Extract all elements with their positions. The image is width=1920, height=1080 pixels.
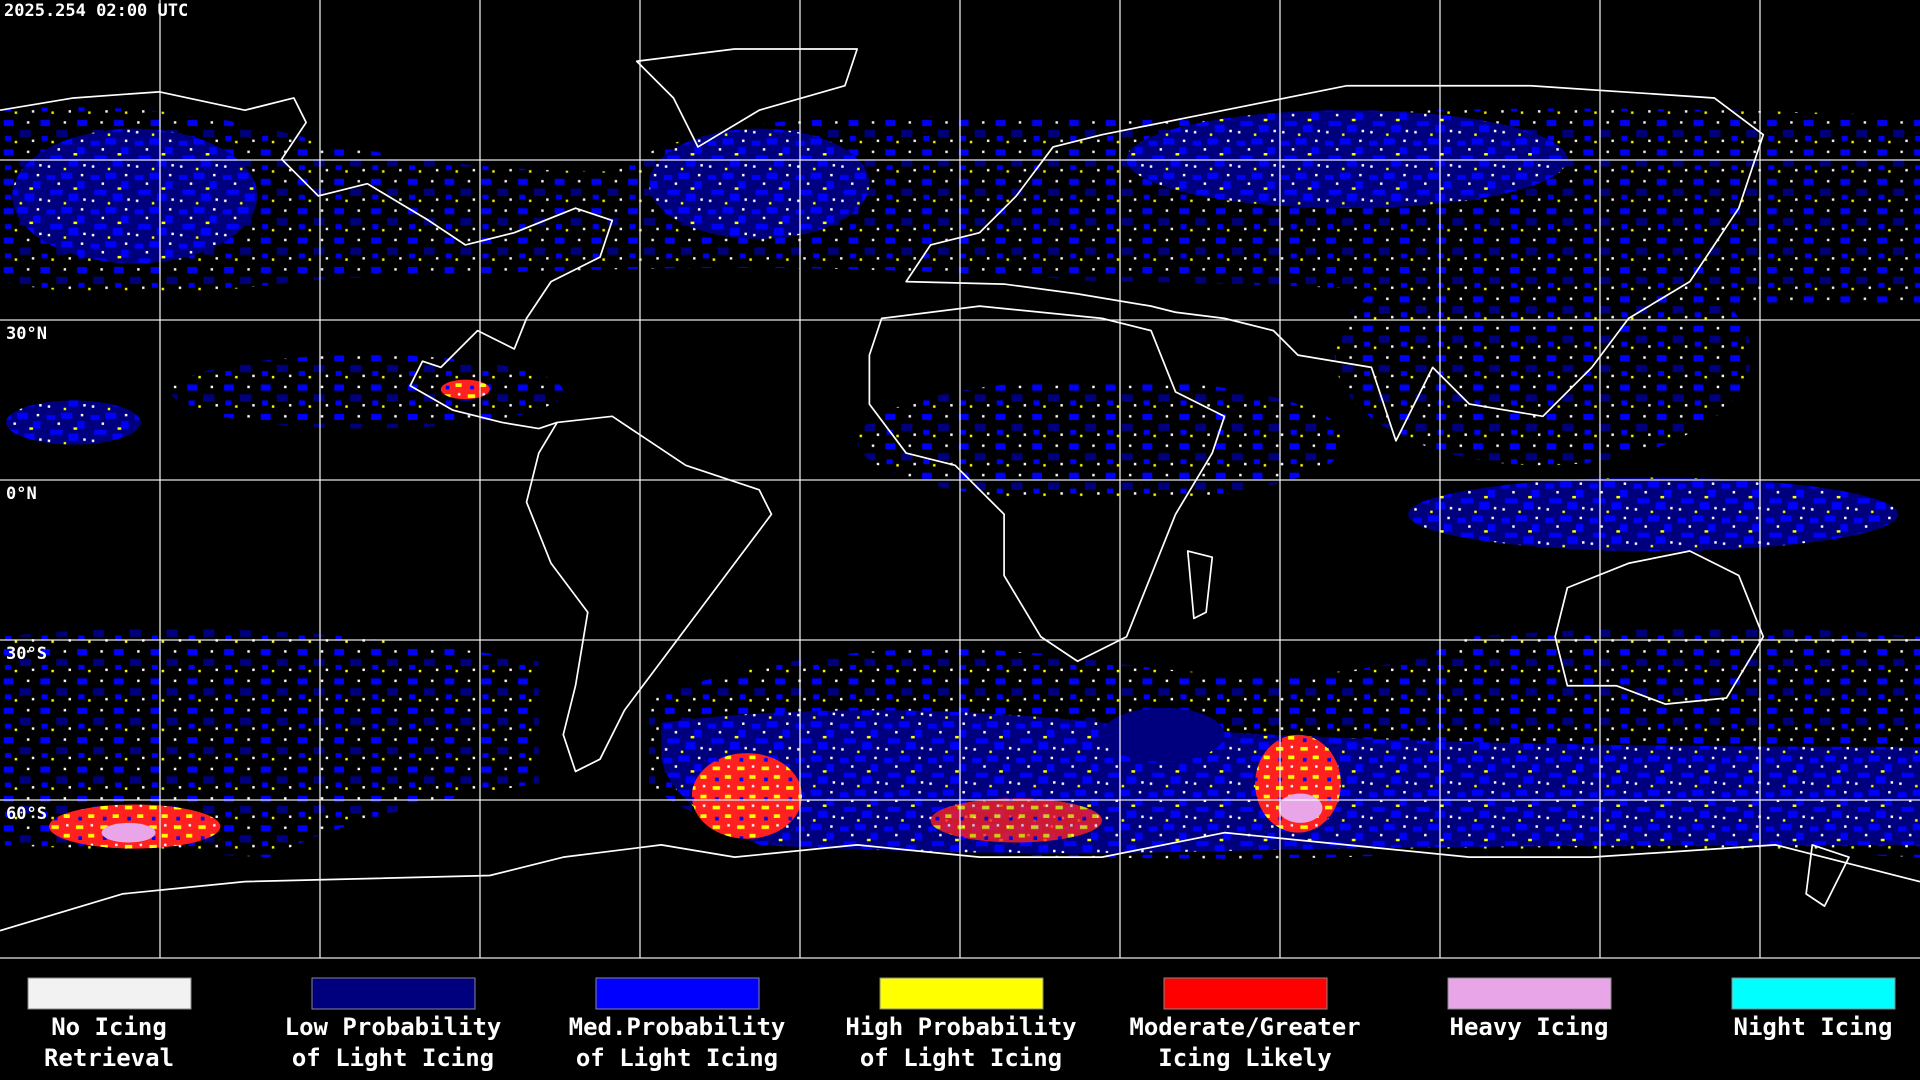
- icing-cloud: [648, 128, 870, 239]
- legend-label: of Light Icing: [860, 1044, 1062, 1072]
- legend-label: Night Icing: [1734, 1013, 1893, 1041]
- legend-label: Heavy Icing: [1450, 1013, 1609, 1041]
- legend-label: Low Probability: [285, 1013, 502, 1041]
- coast-eurasia: [905, 84, 1765, 442]
- latitude-label: 30°S: [6, 644, 47, 664]
- coastlines: [0, 48, 1920, 932]
- icing-cloud: [1334, 244, 1752, 466]
- legend-label: Retrieval: [44, 1044, 174, 1072]
- legend-swatch: [1447, 977, 1612, 1010]
- icing-cloud: [6, 400, 141, 445]
- coast-greenland: [635, 48, 859, 148]
- graticule: [0, 0, 1920, 959]
- legend-label: of Light Icing: [576, 1044, 778, 1072]
- icing-low: [1102, 707, 1225, 762]
- coast-australia: [1554, 550, 1765, 705]
- legend-swatch: [595, 977, 760, 1010]
- legend-swatch: [1731, 977, 1896, 1010]
- legend-label: No Icing: [51, 1013, 167, 1041]
- timestamp: 2025.254 02:00 UTC: [4, 1, 188, 21]
- icing-cloud: [12, 128, 258, 264]
- icing-field: [0, 48, 1920, 932]
- icing-severe: [691, 753, 803, 839]
- coast-madagascar: [1186, 550, 1214, 620]
- icing-heavy: [101, 822, 156, 843]
- legend-swatch: [879, 977, 1044, 1010]
- legend-label: Med.Probability: [569, 1013, 786, 1041]
- latitude-label: 60°S: [6, 804, 47, 824]
- icing-cloud: [857, 379, 1347, 503]
- icing-severe: [440, 379, 490, 400]
- coast-new-zealand: [1805, 844, 1850, 907]
- legend-swatch: [1163, 977, 1328, 1010]
- latitude-label: 30°N: [6, 324, 47, 344]
- icing-cloud: [171, 355, 564, 429]
- legend-label: Icing Likely: [1158, 1044, 1331, 1072]
- icing-cloud: [1126, 110, 1568, 209]
- coast-africa: [868, 305, 1226, 663]
- legend-swatch: [27, 977, 192, 1010]
- legend-label: High Probability: [845, 1013, 1076, 1041]
- icing-cloud: [1408, 477, 1898, 552]
- legend-label: of Light Icing: [292, 1044, 494, 1072]
- coast-antarctica: [0, 831, 1920, 932]
- coast-north-america: [0, 90, 614, 430]
- legend-swatch: [311, 977, 476, 1010]
- icing-heavy: [1278, 793, 1323, 823]
- legend-label: Moderate/Greater: [1129, 1013, 1360, 1041]
- coast-south-america: [525, 415, 773, 773]
- latitude-label: 0°N: [6, 484, 37, 504]
- icing-severe: [930, 798, 1103, 843]
- legend: No Icing Retrieval Low Probability of Light…: [27, 977, 1896, 1072]
